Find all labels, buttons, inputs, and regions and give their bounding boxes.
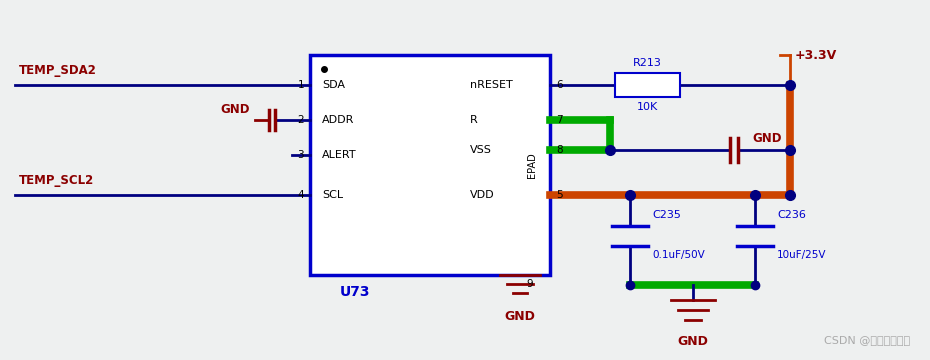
Text: +3.3V: +3.3V <box>795 49 837 62</box>
Bar <box>310 55 550 275</box>
Text: GND: GND <box>220 103 250 116</box>
Text: GND: GND <box>752 132 781 145</box>
Text: 0.1uF/50V: 0.1uF/50V <box>652 250 705 260</box>
Text: C235: C235 <box>652 210 681 220</box>
Text: TEMP_SCL2: TEMP_SCL2 <box>19 174 94 187</box>
Text: EPAD: EPAD <box>527 152 537 178</box>
Text: C236: C236 <box>777 210 806 220</box>
Text: 8: 8 <box>556 145 563 155</box>
Text: R: R <box>470 115 478 125</box>
Text: 1: 1 <box>298 80 304 90</box>
Text: 5: 5 <box>556 190 563 200</box>
Text: 9: 9 <box>526 279 533 289</box>
Text: TEMP_SDA2: TEMP_SDA2 <box>19 64 97 77</box>
Text: 7: 7 <box>556 115 563 125</box>
Text: ADDR: ADDR <box>322 115 354 125</box>
Text: SCL: SCL <box>322 190 343 200</box>
Text: GND: GND <box>677 335 708 348</box>
Text: GND: GND <box>505 310 536 323</box>
Text: R213: R213 <box>633 58 662 68</box>
Text: 10K: 10K <box>637 102 658 112</box>
Text: ALERT: ALERT <box>322 150 356 160</box>
Text: VDD: VDD <box>470 190 495 200</box>
Bar <box>615 73 680 97</box>
Text: SDA: SDA <box>322 80 345 90</box>
Text: nRESET: nRESET <box>470 80 512 90</box>
Text: CSDN @小灰灰搞电子: CSDN @小灰灰搞电子 <box>824 335 910 345</box>
Text: 2: 2 <box>298 115 304 125</box>
Text: VSS: VSS <box>470 145 492 155</box>
Text: 4: 4 <box>298 190 304 200</box>
Text: U73: U73 <box>340 285 370 299</box>
Text: 6: 6 <box>556 80 563 90</box>
Text: 10uF/25V: 10uF/25V <box>777 250 827 260</box>
Text: 3: 3 <box>298 150 304 160</box>
